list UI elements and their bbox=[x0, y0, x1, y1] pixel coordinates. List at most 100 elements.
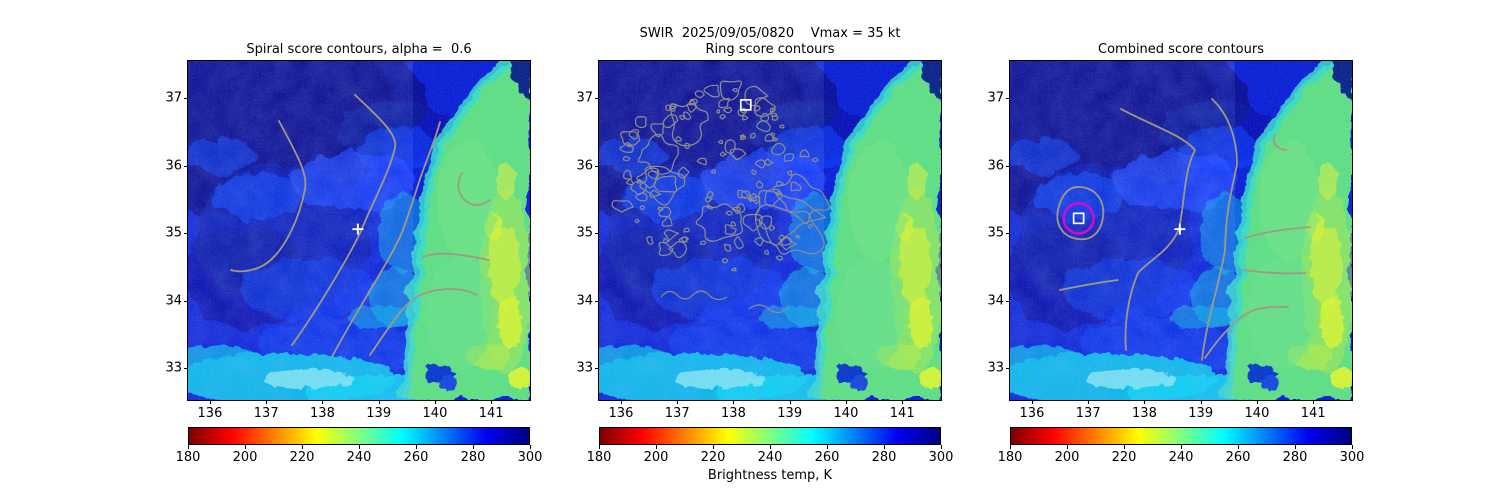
colorbar-tick-label: 240 bbox=[346, 450, 372, 465]
y-tick-mark bbox=[595, 368, 599, 370]
spiral-contour-lines bbox=[230, 94, 491, 358]
x-tick-mark bbox=[322, 400, 324, 404]
y-tick-label: 37 bbox=[576, 90, 593, 106]
y-tick-mark bbox=[184, 300, 188, 302]
colorbar-axis-label: Brightness temp, K bbox=[707, 468, 833, 483]
x-tick-label: 136 bbox=[608, 406, 634, 421]
colorbar-tick-label: 300 bbox=[1339, 450, 1365, 465]
colorbar-tick-mark bbox=[656, 445, 657, 449]
y-tick-mark bbox=[1006, 233, 1010, 235]
center-fix-plus-marker bbox=[352, 223, 364, 235]
figure-suptitle: SWIR 2025/09/05/0820 Vmax = 35 kt bbox=[639, 26, 901, 41]
colorbar-tick-mark bbox=[599, 445, 600, 449]
colorbar-tick-label: 180 bbox=[997, 450, 1023, 465]
panel-ring-score: SWIR 2025/09/05/0820 Vmax = 35 kt Ring s… bbox=[576, 26, 942, 421]
panel-title-ring: Ring score contours bbox=[705, 42, 835, 57]
colorbar-tick-mark bbox=[359, 445, 360, 449]
y-tick-label: 33 bbox=[987, 360, 1004, 376]
satellite-image-ring bbox=[598, 60, 942, 401]
colorbar-tick-label: 260 bbox=[403, 450, 429, 465]
colorbar-combined: 180 200 220 240 260 280 300 bbox=[998, 427, 1364, 465]
colorbar-tick-label: 280 bbox=[871, 450, 897, 465]
x-tick-label: 139 bbox=[777, 406, 803, 421]
colorbar-tick-mark bbox=[302, 445, 303, 449]
colorbar-tick-label: 180 bbox=[586, 450, 612, 465]
panel-title-spiral: Spiral score contours, alpha = 0.6 bbox=[246, 42, 472, 57]
panel-spiral-score: Spiral score contours, alpha = 0.6 136 13… bbox=[165, 42, 531, 421]
x-tick-label: 136 bbox=[197, 406, 223, 421]
colorbar-tick-mark bbox=[530, 445, 531, 449]
combined-contour-lines bbox=[1056, 98, 1311, 361]
y-tick-label: 34 bbox=[987, 293, 1004, 309]
x-tick-label: 140 bbox=[422, 406, 448, 421]
x-tick-mark bbox=[1088, 400, 1090, 404]
colorbar-tick-label: 220 bbox=[700, 450, 726, 465]
x-tick-label: 136 bbox=[1019, 406, 1045, 421]
x-tick-mark bbox=[845, 400, 847, 404]
colorbar-tick-mark bbox=[1352, 445, 1353, 449]
satellite-image-spiral bbox=[187, 60, 531, 401]
x-tick-label: 138 bbox=[310, 406, 335, 421]
y-tick-label: 37 bbox=[987, 90, 1004, 106]
x-tick-mark bbox=[378, 400, 380, 404]
y-tick-label: 36 bbox=[987, 158, 1004, 174]
colorbar-tick-mark bbox=[941, 445, 942, 449]
y-tick-mark bbox=[595, 233, 599, 235]
x-tick-label: 141 bbox=[889, 406, 915, 421]
colorbar-tick-label: 280 bbox=[460, 450, 486, 465]
x-tick-mark bbox=[1144, 400, 1146, 404]
colorbar-tick-label: 200 bbox=[643, 450, 669, 465]
satellite-image-combined bbox=[1009, 60, 1353, 401]
x-tick-label: 137 bbox=[253, 406, 279, 421]
y-tick-label: 33 bbox=[576, 360, 593, 376]
colorbar-tick-mark bbox=[245, 445, 246, 449]
y-tick-label: 36 bbox=[165, 158, 182, 174]
score-max-square-marker bbox=[1072, 212, 1085, 225]
colorbar-tick-label: 260 bbox=[1225, 450, 1251, 465]
x-tick-label: 137 bbox=[1075, 406, 1101, 421]
colorbar-tick-mark bbox=[188, 445, 189, 449]
x-tick-label: 141 bbox=[478, 406, 504, 421]
x-tick-mark bbox=[1313, 400, 1315, 404]
colorbar-tick-label: 220 bbox=[289, 450, 315, 465]
colorbar-tick-mark bbox=[1181, 445, 1182, 449]
colorbar-tick-mark bbox=[1010, 445, 1011, 449]
y-tick-mark bbox=[184, 98, 188, 100]
colorbar-tick-label: 240 bbox=[1168, 450, 1194, 465]
colorbar-tick-mark bbox=[827, 445, 828, 449]
x-tick-mark bbox=[209, 400, 211, 404]
x-tick-mark bbox=[789, 400, 791, 404]
y-tick-label: 34 bbox=[165, 293, 182, 309]
center-fix-plus-marker bbox=[1174, 223, 1186, 235]
colorbar-tick-mark bbox=[416, 445, 417, 449]
colorbar-tick-label: 220 bbox=[1111, 450, 1137, 465]
marker-layer-combined bbox=[1062, 202, 1186, 235]
panel-title-combined: Combined score contours bbox=[1098, 42, 1264, 57]
x-tick-mark bbox=[1031, 400, 1033, 404]
y-tick-label: 35 bbox=[165, 225, 182, 241]
y-tick-mark bbox=[184, 368, 188, 370]
colorbar-tick-label: 200 bbox=[1054, 450, 1080, 465]
colorbar-gradient bbox=[188, 427, 530, 445]
marker-layer-ring bbox=[739, 99, 752, 111]
colorbar-tick-mark bbox=[1124, 445, 1125, 449]
y-tick-mark bbox=[1006, 300, 1010, 302]
colorbar-tick-mark bbox=[1067, 445, 1068, 449]
y-tick-mark bbox=[1006, 368, 1010, 370]
y-tick-label: 35 bbox=[576, 225, 593, 241]
colorbar-tick-label: 300 bbox=[928, 450, 954, 465]
x-tick-label: 139 bbox=[1188, 406, 1214, 421]
x-tick-mark bbox=[491, 400, 493, 404]
x-tick-label: 138 bbox=[721, 406, 746, 421]
colorbar-tick-mark bbox=[1238, 445, 1239, 449]
colorbar-gradient bbox=[1010, 427, 1352, 445]
y-tick-mark bbox=[1006, 165, 1010, 167]
y-tick-mark bbox=[184, 233, 188, 235]
score-max-circle-marker bbox=[1062, 202, 1095, 235]
x-tick-mark bbox=[733, 400, 735, 404]
x-tick-label: 141 bbox=[1300, 406, 1326, 421]
x-tick-label: 137 bbox=[664, 406, 690, 421]
x-tick-label: 140 bbox=[1244, 406, 1270, 421]
marker-layer-spiral bbox=[352, 223, 364, 235]
colorbar-tick-mark bbox=[713, 445, 714, 449]
